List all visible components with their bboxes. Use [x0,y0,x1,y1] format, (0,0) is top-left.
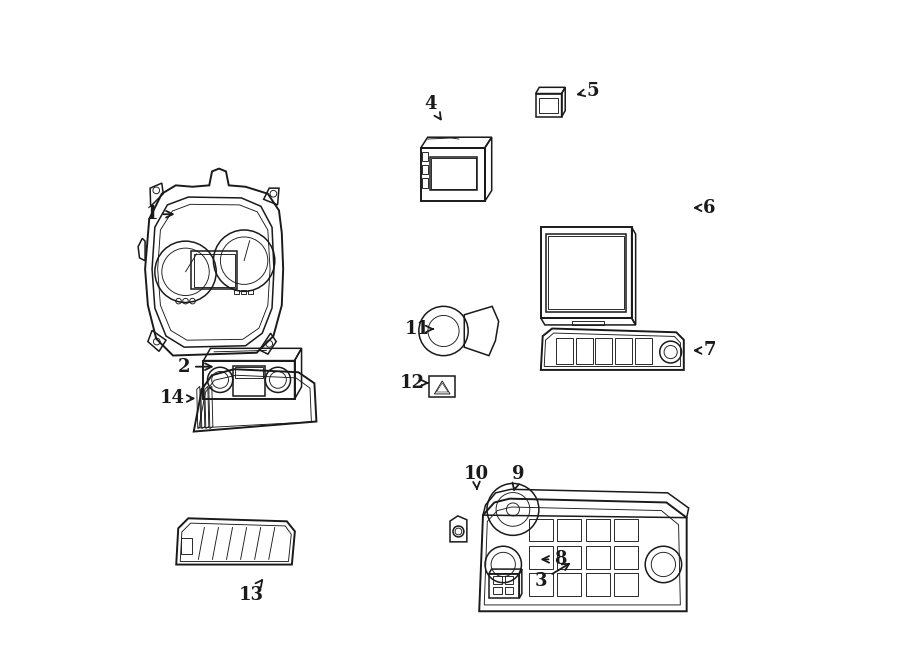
Bar [493,577,501,584]
Bar [528,518,553,542]
Bar [557,573,581,596]
Bar [546,234,626,312]
Bar [615,338,632,364]
Text: 4: 4 [424,95,441,119]
Bar [615,518,638,542]
Bar [493,587,501,594]
Bar [528,573,553,596]
Text: 2: 2 [178,357,212,375]
Bar [234,290,239,293]
Text: 6: 6 [695,199,716,216]
Text: 13: 13 [238,580,264,604]
Bar [586,518,610,542]
Bar [422,152,427,161]
Text: 14: 14 [160,389,194,408]
Text: 3: 3 [535,564,569,590]
Text: 5: 5 [578,82,599,100]
Bar [236,367,263,378]
Bar [548,236,624,309]
Bar [430,157,477,190]
Bar [505,577,513,584]
Bar [539,98,558,113]
Bar [586,573,610,596]
Bar [615,546,638,569]
Bar [241,290,247,293]
Bar [422,178,427,187]
Bar [248,290,253,293]
Text: 11: 11 [405,320,433,338]
Bar [596,338,612,364]
Bar [615,573,638,596]
Bar [194,254,235,287]
Bar [431,158,476,189]
Text: 10: 10 [464,465,489,489]
Text: 12: 12 [400,374,428,392]
Text: 7: 7 [695,342,716,359]
Text: 1: 1 [145,205,173,223]
Bar [576,338,592,364]
Bar [572,321,605,325]
Bar [233,366,265,396]
Bar [528,546,553,569]
Bar [557,518,581,542]
Bar [586,546,610,569]
Text: 8: 8 [543,550,566,569]
Bar [181,538,193,555]
Text: 9: 9 [512,465,525,490]
Bar [557,546,581,569]
Bar [422,165,427,174]
Bar [556,338,572,364]
Bar [192,252,237,289]
Bar [505,587,513,594]
Bar [634,338,652,364]
